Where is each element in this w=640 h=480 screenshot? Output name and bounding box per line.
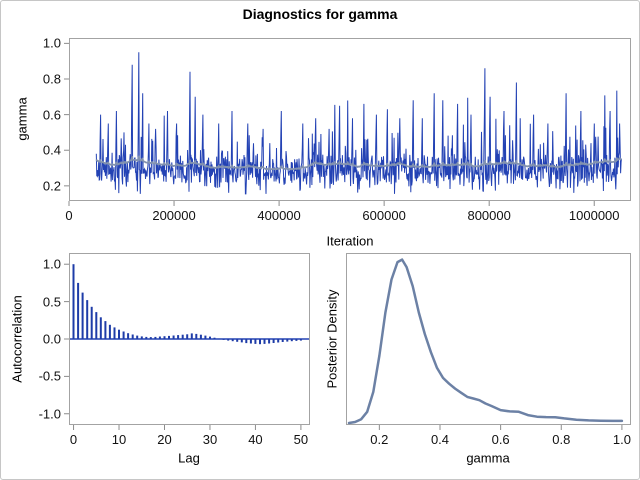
- x-tick-label: 10: [111, 432, 127, 447]
- trace-plot-area: [69, 38, 631, 201]
- y-tick-label: -0.5: [38, 368, 61, 384]
- y-tick-label: 0.6: [42, 107, 61, 123]
- density-x-axis-title: gamma: [466, 450, 510, 466]
- x-tick-label: 0.6: [491, 432, 510, 447]
- y-tick-label: 0.8: [42, 71, 61, 87]
- y-tick-label: 1.0: [42, 35, 61, 51]
- acf-x-axis-title: Lag: [178, 450, 200, 466]
- density-y-axis-title: Posterior Density: [324, 289, 340, 389]
- posterior-density-plot-area: [346, 253, 631, 425]
- x-tick-label: 200000: [152, 208, 196, 223]
- y-tick-label: 1.0: [42, 256, 61, 272]
- x-tick-label: 1.0: [612, 432, 631, 447]
- figure-title: Diagnostics for gamma: [242, 6, 398, 22]
- x-tick-label: 0: [65, 208, 73, 223]
- x-tick-label: 0.2: [370, 432, 389, 447]
- y-tick-label: 0.0: [42, 331, 61, 347]
- acf-y-axis-title: Autocorrelation: [9, 295, 25, 383]
- x-tick-label: 1000000: [568, 208, 620, 223]
- x-tick-label: 0: [69, 432, 78, 447]
- x-tick-label: 20: [157, 432, 172, 447]
- y-tick-label: 0.5: [42, 294, 61, 310]
- x-tick-label: 50: [293, 432, 309, 447]
- trace-x-axis-title: Iteration: [326, 233, 374, 249]
- x-tick-label: 0.8: [552, 432, 571, 447]
- x-tick-label: 800000: [467, 208, 511, 223]
- x-tick-label: 400000: [257, 208, 301, 223]
- x-tick-label: 600000: [362, 208, 406, 223]
- x-tick-label: 30: [202, 432, 218, 447]
- y-tick-label: -1.0: [38, 406, 61, 422]
- y-tick-label: 0.4: [42, 142, 61, 158]
- x-tick-label: 0.4: [430, 432, 450, 447]
- x-tick-label: 40: [248, 432, 263, 447]
- autocorrelation-plot-area: [69, 253, 310, 425]
- trace-y-axis-title: gamma: [14, 97, 30, 141]
- y-tick-label: 0.2: [42, 178, 61, 194]
